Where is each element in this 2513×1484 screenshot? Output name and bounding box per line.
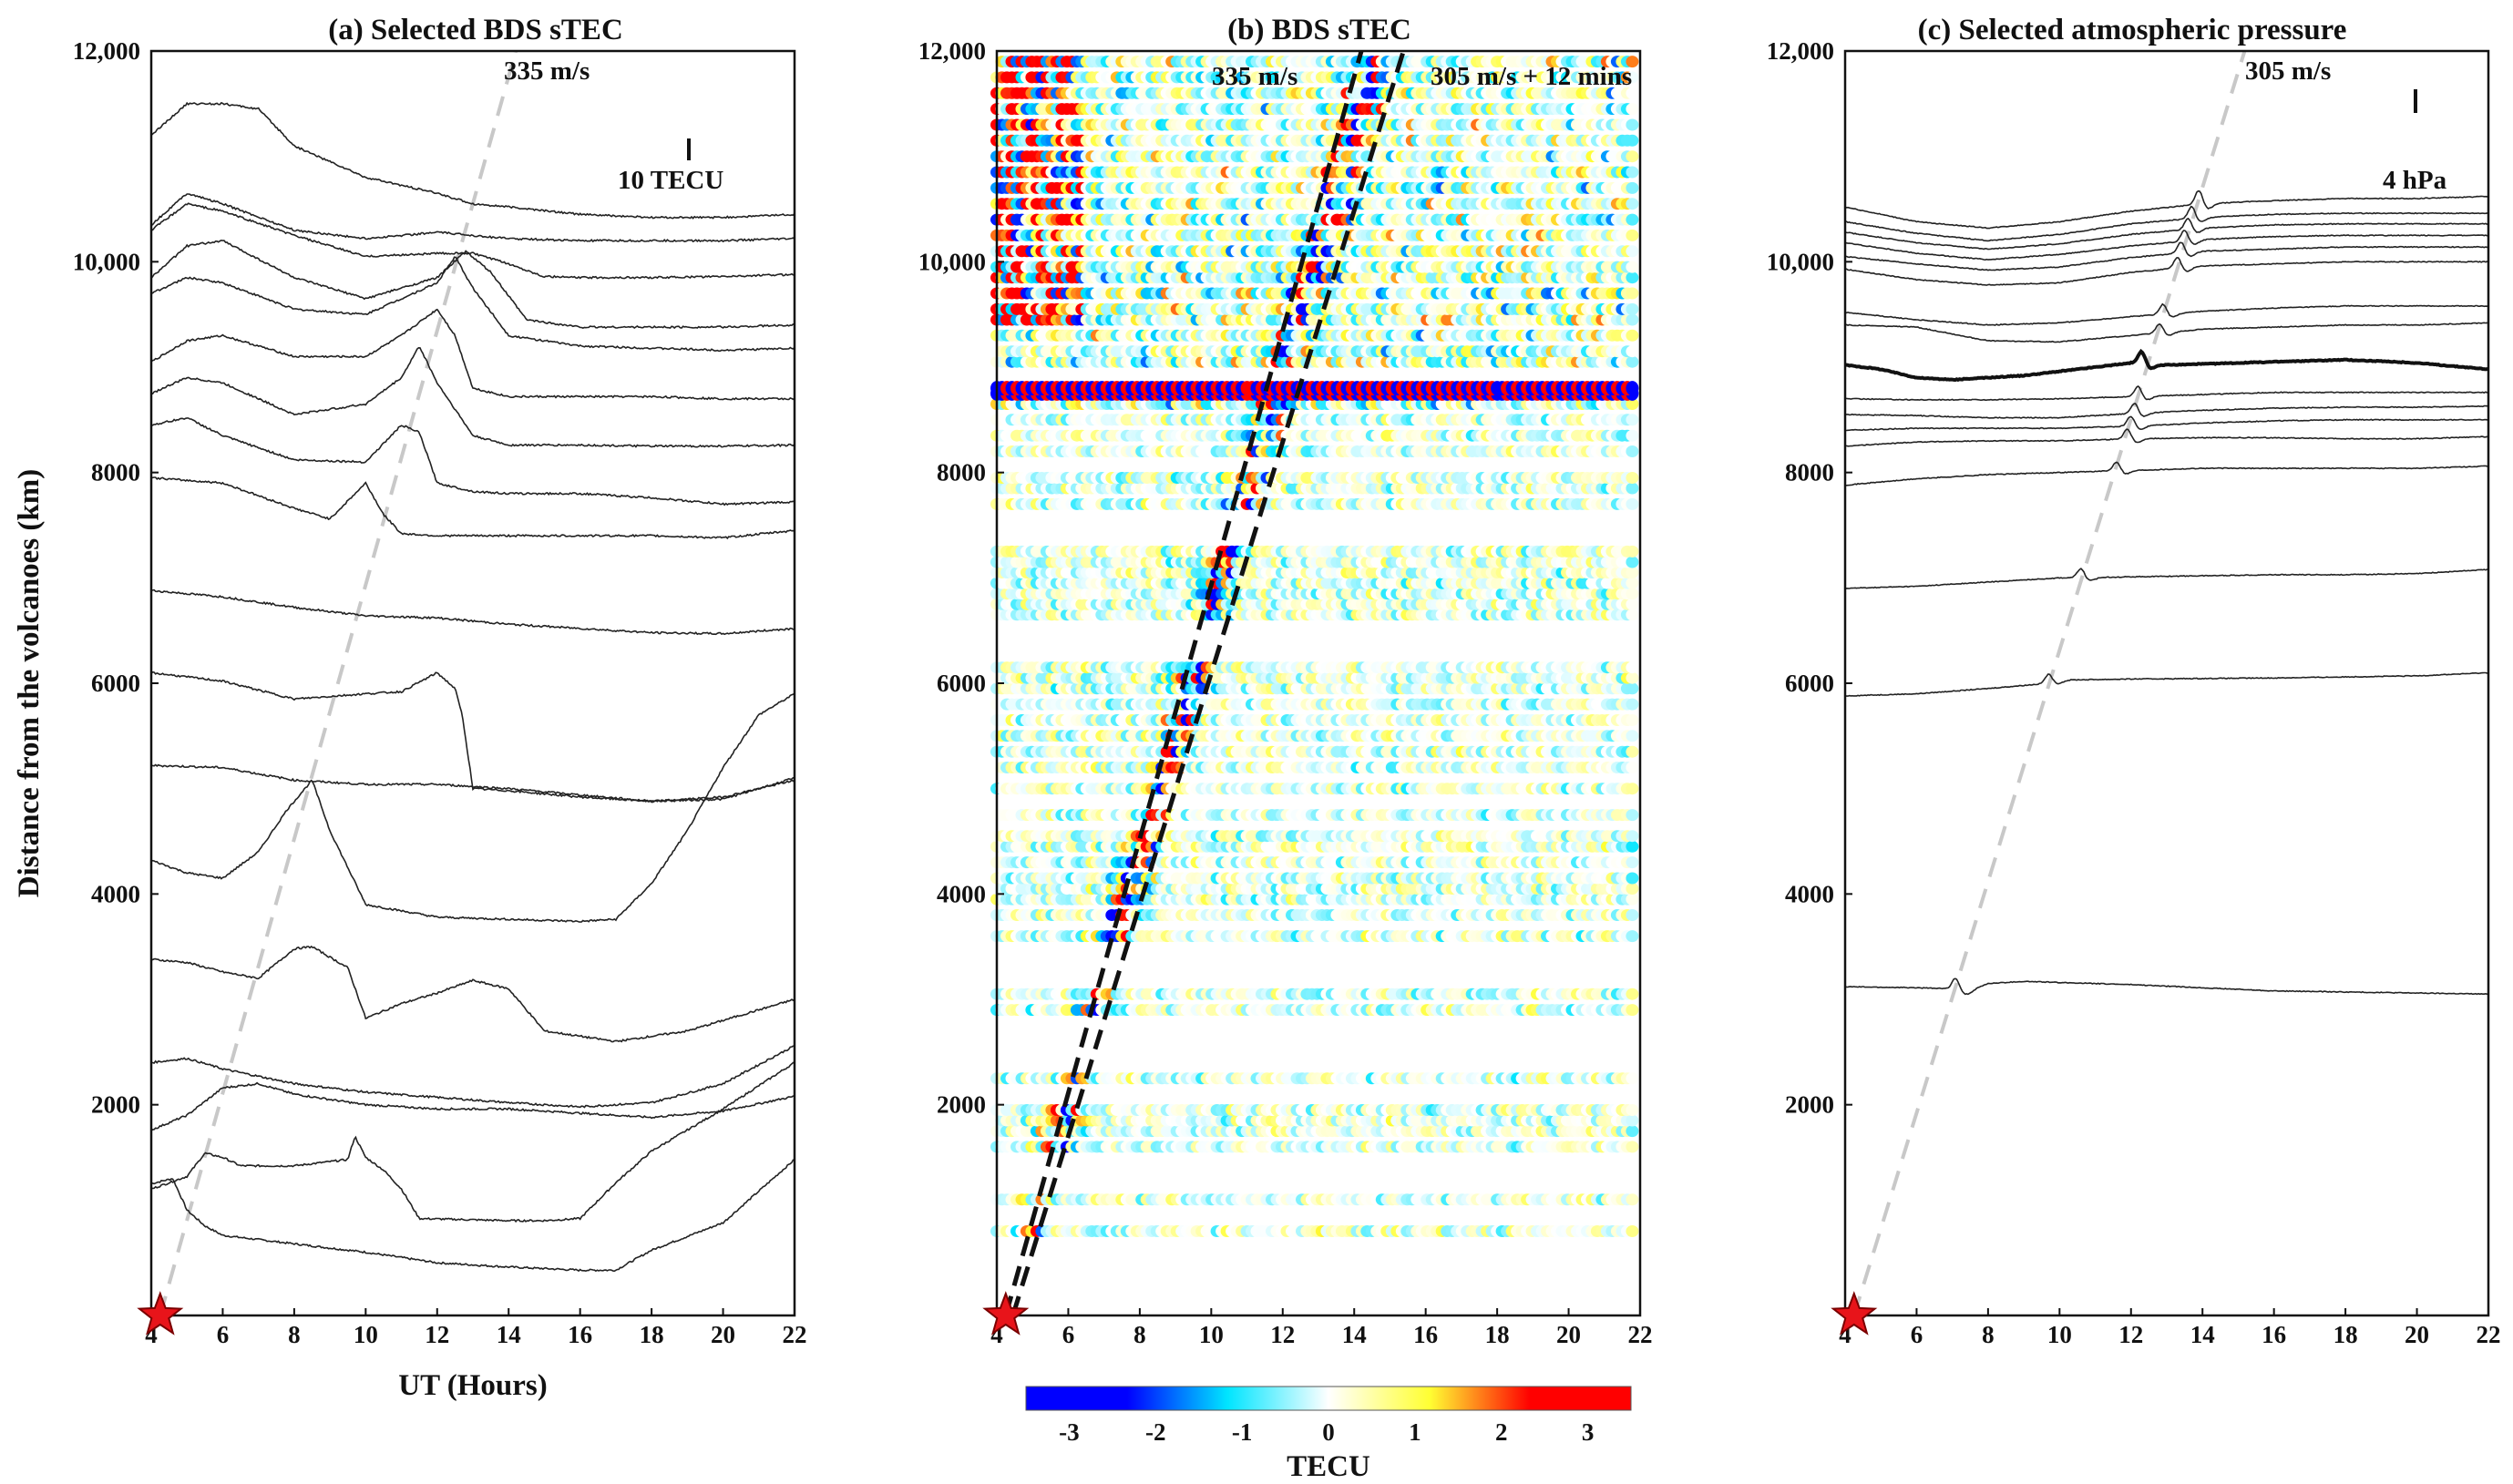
heatmap-cell xyxy=(1626,588,1639,600)
x-tick-label: 6 xyxy=(217,1321,230,1348)
heatmap-cell xyxy=(1626,472,1639,484)
tec-trace xyxy=(150,417,795,507)
tec-trace xyxy=(150,763,795,803)
heatmap-cell xyxy=(1626,609,1639,621)
heatmap-cell xyxy=(1626,661,1639,674)
panel-a-speed-label: 335 m/s xyxy=(504,56,590,86)
y-tick-label: 6000 xyxy=(91,670,140,697)
heatmap-cell xyxy=(1626,1141,1639,1153)
panel-a: (a) Selected BDS sTEC 4 6 8 10 12 14 16 18 20 22 … xyxy=(13,14,807,1402)
y-tick-label: 8000 xyxy=(91,459,140,486)
heatmap-cell xyxy=(1626,783,1639,795)
tec-trace xyxy=(151,1045,795,1109)
heatmap-cell xyxy=(1626,567,1639,578)
heatmap-cell xyxy=(1626,1104,1639,1116)
heatmap-cell xyxy=(1626,497,1639,510)
heatmap-cell xyxy=(1626,883,1639,895)
x-tick-label: 12 xyxy=(425,1321,449,1348)
heatmap-cell xyxy=(1626,1125,1639,1138)
heatmap-cell xyxy=(1626,930,1639,943)
y-tick-label: 2000 xyxy=(91,1091,140,1119)
tec-trace xyxy=(150,256,795,353)
heatmap-cell xyxy=(1626,909,1639,921)
heatmap-cell xyxy=(1626,598,1639,610)
tec-trace xyxy=(150,1081,795,1131)
panel-b-heatmap xyxy=(990,56,1639,1237)
panel-a-title: (a) Selected BDS sTEC xyxy=(328,14,623,46)
heatmap-cell xyxy=(1626,988,1639,1000)
heatmap-cell xyxy=(1626,1225,1639,1237)
panel-a-reference-line xyxy=(158,50,518,1316)
x-tick-label: 8 xyxy=(288,1321,301,1348)
panel-a-volcano-star-icon xyxy=(137,1291,184,1336)
x-tick-label: 10 xyxy=(354,1321,378,1348)
heatmap-cell xyxy=(1626,698,1639,711)
heatmap-cell xyxy=(1626,762,1639,773)
tec-trace xyxy=(150,692,795,923)
heatmap-cell xyxy=(1626,577,1639,589)
heatmap-cell xyxy=(1626,809,1639,822)
tec-trace xyxy=(150,193,795,243)
heatmap-cell xyxy=(1626,671,1639,684)
y-axis-label: Distance from the volcanoes (km) xyxy=(13,469,46,897)
heatmap-cell xyxy=(1626,714,1639,726)
tec-trace xyxy=(150,1159,795,1273)
heatmap-cell xyxy=(1626,1072,1639,1085)
panel-a-traces xyxy=(150,101,795,1273)
heatmap-cell xyxy=(1626,482,1639,495)
tec-trace xyxy=(150,101,795,220)
heatmap-cell xyxy=(1626,556,1639,568)
heatmap-cell xyxy=(1626,545,1639,558)
heatmap-cell xyxy=(1626,856,1639,869)
panel-b: (b) BDS sTEC 4 6 8 10 12 14 16 18 20 22 200040006… xyxy=(918,14,1653,1483)
tec-trace xyxy=(150,945,795,1043)
panel-a-x-ticks: 4 6 8 10 12 14 16 18 20 22 xyxy=(145,1308,807,1348)
heatmap-cell xyxy=(1626,730,1639,742)
heatmap-cell xyxy=(1626,682,1639,695)
panel-b-title: (b) BDS sTEC xyxy=(1227,14,1411,46)
tec-trace xyxy=(150,239,795,330)
heatmap-cell xyxy=(1626,1114,1639,1127)
x-tick-label: 18 xyxy=(640,1321,664,1348)
panel-a-y-ticks: 2000 4000 6000 8000 10,000 12,000 xyxy=(73,37,159,1119)
heatmap-cell xyxy=(1626,445,1639,457)
reference-line xyxy=(158,50,518,1316)
heatmap-cell xyxy=(1626,1004,1639,1017)
x-tick-label: 20 xyxy=(711,1321,735,1348)
panel-a-scale-label: 10 TECU xyxy=(618,166,723,195)
tec-trace xyxy=(150,346,795,448)
y-tick-label: 4000 xyxy=(91,880,140,907)
tec-trace xyxy=(150,308,795,401)
y-tick-label: 12,000 xyxy=(73,37,140,65)
heatmap-cell xyxy=(1626,1193,1639,1206)
x-tick-label: 14 xyxy=(497,1321,521,1348)
panel-a-xlabel: UT (Hours) xyxy=(398,1369,548,1402)
tec-trace xyxy=(150,1061,795,1223)
y-tick-label: 10,000 xyxy=(73,248,140,275)
tec-trace xyxy=(150,202,795,280)
tec-trace xyxy=(150,476,795,540)
tec-trace xyxy=(150,670,795,803)
heatmap-cell xyxy=(1626,872,1639,885)
x-tick-label: 22 xyxy=(783,1321,807,1348)
x-tick-label: 16 xyxy=(568,1321,592,1348)
heatmap-cell xyxy=(1626,830,1639,843)
heatmap-cell xyxy=(1626,893,1639,906)
heatmap-cell xyxy=(1626,745,1639,758)
heatmap-cell xyxy=(1626,840,1639,853)
tec-trace xyxy=(150,588,795,636)
